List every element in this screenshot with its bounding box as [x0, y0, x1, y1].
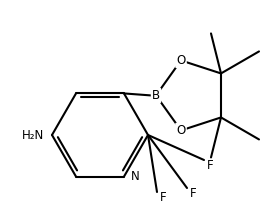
Text: O: O [176, 54, 186, 67]
Text: F: F [190, 187, 196, 200]
Text: F: F [160, 191, 166, 204]
Text: H₂N: H₂N [22, 128, 44, 141]
Text: N: N [131, 170, 140, 183]
Text: B: B [152, 89, 160, 102]
Text: O: O [176, 124, 186, 137]
Text: F: F [207, 158, 213, 172]
